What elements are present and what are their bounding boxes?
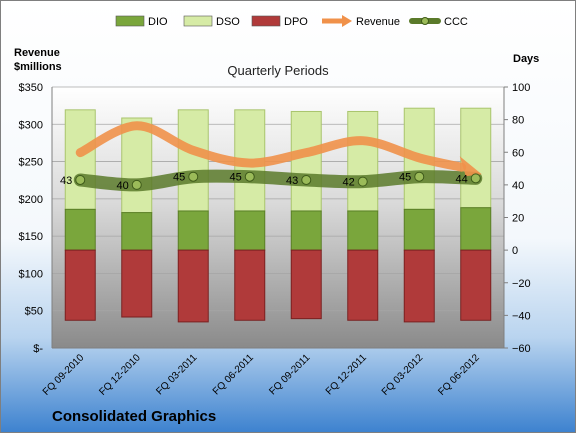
bar-dpo [347,249,379,321]
ccc-data-label: 43 [60,175,72,187]
bar-dio [64,208,96,251]
right-tick-label: 80 [512,115,524,127]
legend-swatch-dpo [251,15,281,27]
bar-dpo [403,249,435,323]
bar-dpo [64,249,96,321]
bar-dpo [234,249,266,321]
right-tick-label: −20 [512,278,531,290]
right-tick-label: 20 [512,213,524,225]
ccc-point [470,173,481,184]
left-axis-title-line2: $millions [14,61,62,73]
ccc-data-label: 45 [173,172,185,184]
legend-swatch-revenue-head [342,15,352,27]
legend: DIO DSO DPO Revenue CCC [115,15,468,28]
left-tick-label: $350 [19,82,43,94]
left-tick-label: $250 [19,157,43,169]
bar-dio [403,208,435,251]
bar-dio [290,210,322,251]
left-tick-label: $300 [19,119,43,131]
left-axis-title-line1: Revenue [14,47,60,59]
legend-label-ccc: CCC [444,16,468,28]
bar-dso [121,117,153,214]
bar-dso [347,110,379,212]
bar-dso [290,110,322,212]
left-tick-label: $200 [19,194,43,206]
ccc-data-label: 45 [399,172,411,184]
chart-title: Quarterly Periods [227,63,329,78]
company-name: Consolidated Graphics [52,408,216,425]
ccc-point [357,176,368,187]
ccc-point [301,174,312,185]
bar-dpo [177,249,209,323]
line-layer: 43 40 45 45 43 42 45 44 [60,121,483,192]
legend-swatch-dio [115,15,145,27]
legend-swatch-dso [183,15,213,27]
bar-dio [177,210,209,251]
ccc-point [131,179,142,190]
bar-dpo [290,249,322,320]
ccc-point [75,174,86,185]
bar-dpo [121,249,153,318]
bar-dpo [460,249,492,321]
right-tick-label: −40 [512,310,531,322]
bar-dso [64,109,96,210]
ccc-data-label: 40 [117,180,129,192]
right-tick-label: 100 [512,82,530,94]
left-tick-label: $50 [25,306,43,318]
left-tick-label: $- [33,343,43,355]
right-axis-title: Days [513,53,539,65]
revenue-arrowhead [459,156,482,177]
left-tick-label: $150 [19,231,43,243]
ccc-data-label: 45 [230,172,242,184]
ccc-point [188,171,199,182]
right-tick-label: 0 [512,245,518,257]
legend-label-revenue: Revenue [356,16,400,28]
bar-dso [460,107,492,209]
legend-label-dso: DSO [216,16,240,28]
revenue-line [75,121,467,172]
ccc-data-label: 43 [286,175,298,187]
bar-dio [460,207,492,251]
legend-swatch-ccc-marker [421,17,429,25]
right-tick-label: 40 [512,180,524,192]
bar-dio [121,212,153,251]
right-tick-label: 60 [512,147,524,159]
ccc-data-label: 44 [456,173,468,185]
bar-dio [234,210,266,251]
legend-label-dio: DIO [148,16,168,28]
left-tick-label: $100 [19,268,43,280]
ccc-point [414,171,425,182]
bar-dio [347,210,379,251]
bar-dso [177,109,209,212]
ccc-point [244,171,255,182]
legend-label-dpo: DPO [284,16,308,28]
right-tick-label: −60 [512,343,531,355]
ccc-data-label: 42 [343,177,355,189]
